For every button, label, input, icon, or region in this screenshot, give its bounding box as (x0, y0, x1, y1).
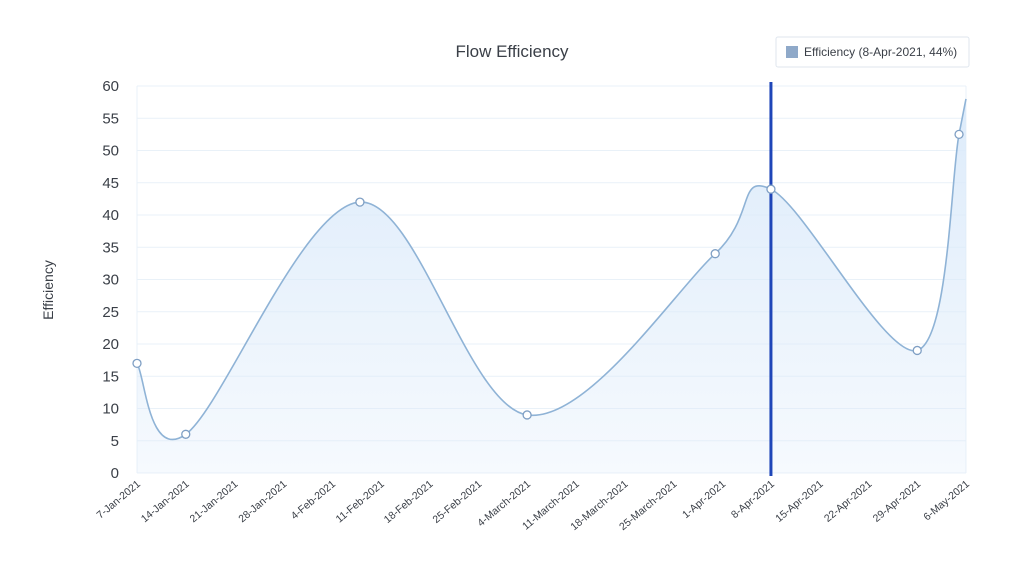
data-point (181, 429, 191, 439)
y-tick-label: 40 (102, 207, 119, 224)
legend-label: Efficiency (8-Apr-2021, 44%) (804, 45, 957, 59)
data-point (132, 358, 142, 369)
y-tick-label: 35 (102, 239, 119, 256)
x-tick-label: 7-Jan-2021 (95, 478, 144, 521)
data-markers (132, 129, 964, 439)
x-tick-label: 8-Apr-2021 (729, 478, 777, 521)
y-tick-label: 5 (111, 433, 119, 450)
y-tick-label: 30 (102, 272, 119, 289)
data-point (355, 197, 365, 207)
y-tick-label: 45 (102, 175, 119, 192)
y-tick-label: 60 (102, 78, 119, 95)
legend[interactable]: Efficiency (8-Apr-2021, 44%) (775, 36, 970, 68)
y-axis-ticks: 0 5 10 15 20 25 30 35 40 45 50 55 60 (102, 78, 119, 482)
data-point (954, 129, 964, 140)
y-tick-label: 10 (102, 401, 119, 418)
x-axis-ticks: 7-Jan-202114-Jan-202121-Jan-202128-Jan-2… (95, 478, 973, 533)
y-axis-label: Efficiency (40, 260, 56, 320)
x-tick-label: 18-Feb-2021 (382, 478, 436, 526)
area-fill (137, 98, 966, 474)
y-tick-label: 15 (102, 368, 119, 385)
x-tick-label: 6-May-2021 (921, 478, 972, 523)
series-area (136, 98, 967, 474)
data-point (522, 410, 532, 420)
series-line (136, 98, 967, 441)
legend-swatch (786, 46, 798, 58)
legend-box (775, 36, 970, 68)
x-tick-label: 22-Apr-2021 (822, 478, 875, 525)
y-tick-label: 50 (102, 143, 119, 160)
y-tick-label: 20 (102, 336, 119, 353)
x-tick-label: 28-Jan-2021 (236, 478, 289, 525)
y-tick-label: 55 (102, 110, 119, 127)
x-tick-label: 21-Jan-2021 (188, 478, 241, 525)
data-point (766, 184, 776, 194)
data-point (710, 249, 720, 259)
chart-title: Flow Efficiency (455, 42, 569, 61)
x-tick-label: 1-Apr-2021 (680, 478, 728, 521)
x-tick-label: 15-Apr-2021 (773, 478, 826, 525)
x-tick-label: 11-Feb-2021 (334, 478, 387, 525)
x-tick-label: 4-Feb-2021 (289, 478, 338, 522)
x-tick-label: 29-Apr-2021 (871, 478, 924, 525)
y-tick-label: 25 (102, 304, 119, 321)
x-tick-label: 14-Jan-2021 (139, 478, 192, 525)
data-point (912, 345, 922, 356)
y-tick-label: 0 (111, 465, 119, 482)
